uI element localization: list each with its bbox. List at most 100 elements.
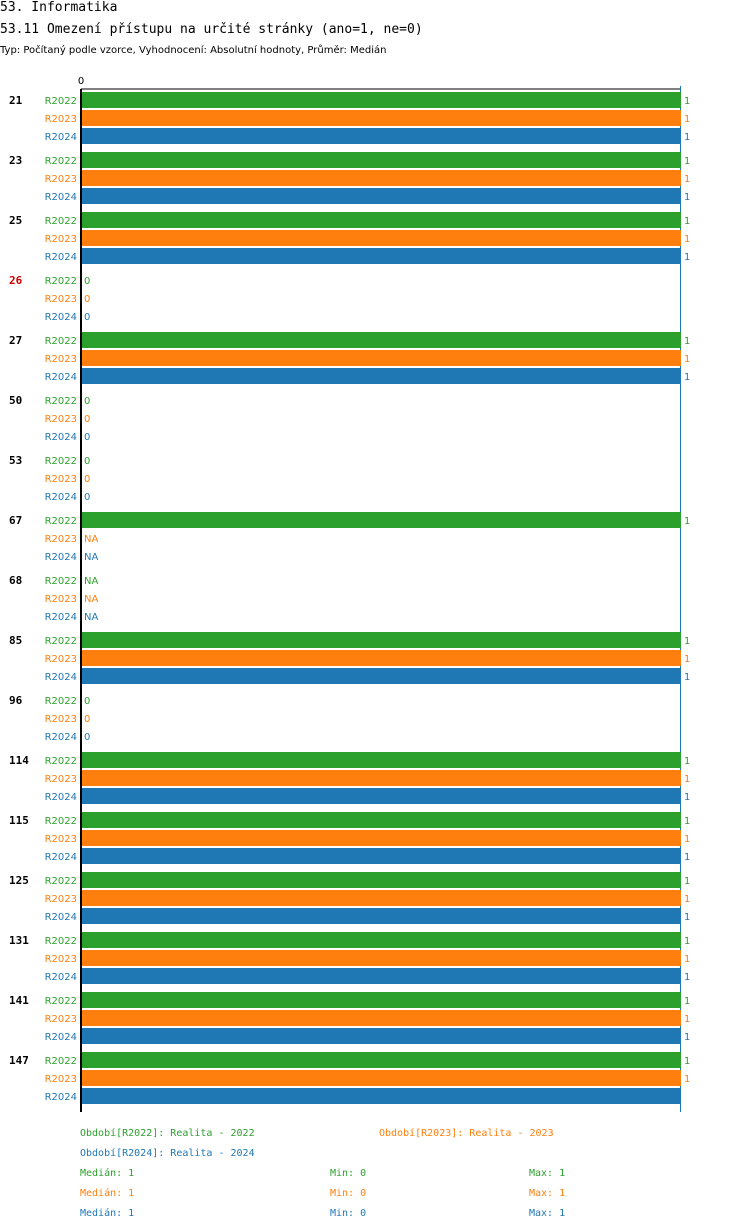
bar xyxy=(82,350,681,366)
category-label: 96 xyxy=(9,694,23,707)
series-label: R2023 xyxy=(45,174,77,185)
bar xyxy=(82,110,681,126)
bar xyxy=(82,992,681,1008)
series-label: R2024 xyxy=(45,492,77,503)
series-label: R2023 xyxy=(45,654,77,665)
value-label: 1 xyxy=(684,132,690,143)
bar xyxy=(82,1052,681,1068)
value-label: 1 xyxy=(684,912,690,923)
series-label: R2022 xyxy=(45,396,77,407)
bar xyxy=(82,1028,681,1044)
series-label: R2022 xyxy=(45,576,77,587)
category-label: 114 xyxy=(9,754,29,767)
question-subtitle: 53.11 Omezení přístupu na určité stránky… xyxy=(0,22,423,37)
value-label: 1 xyxy=(684,516,690,527)
series-label: R2022 xyxy=(45,876,77,887)
bar xyxy=(82,752,681,768)
series-label: R2024 xyxy=(45,552,77,563)
category-label: 115 xyxy=(9,814,29,827)
bar xyxy=(82,170,681,186)
category-label: 141 xyxy=(9,994,29,1007)
value-label: 1 xyxy=(684,156,690,167)
series-label: R2022 xyxy=(45,696,77,707)
category-label: 26 xyxy=(9,274,23,287)
series-label: R2024 xyxy=(45,1092,77,1103)
value-label: 1 xyxy=(684,852,690,863)
bar xyxy=(82,848,681,864)
category-label: 25 xyxy=(9,214,22,227)
category-label: 131 xyxy=(9,934,29,947)
series-label: R2023 xyxy=(45,414,77,425)
bar xyxy=(82,908,681,924)
series-label: R2024 xyxy=(45,672,77,683)
legend-period-2022: Období[R2022]: Realita - 2022 xyxy=(80,1128,255,1139)
value-label: 1 xyxy=(684,252,690,263)
series-label: R2022 xyxy=(45,216,77,227)
bar xyxy=(82,92,681,108)
category-label: 85 xyxy=(9,634,22,647)
value-label: 0 xyxy=(84,732,90,743)
series-label: R2024 xyxy=(45,612,77,623)
category-label: 27 xyxy=(9,334,22,347)
bar xyxy=(82,368,681,384)
bar xyxy=(82,950,681,966)
category-label: 53 xyxy=(9,454,22,467)
series-label: R2023 xyxy=(45,834,77,845)
series-label: R2022 xyxy=(45,756,77,767)
chart-meta: Typ: Počítaný podle vzorce, Vyhodnocení:… xyxy=(0,45,387,56)
series-label: R2024 xyxy=(45,972,77,983)
value-label: 1 xyxy=(684,1032,690,1043)
bar xyxy=(82,830,681,846)
series-label: R2022 xyxy=(45,516,77,527)
value-label: 1 xyxy=(684,756,690,767)
value-label: 0 xyxy=(84,414,90,425)
category-label: 67 xyxy=(9,514,22,527)
value-label: 1 xyxy=(684,372,690,383)
value-label: 1 xyxy=(684,234,690,245)
value-label: 1 xyxy=(684,96,690,107)
value-label: 1 xyxy=(684,1014,690,1025)
series-label: R2022 xyxy=(45,936,77,947)
value-label: NA xyxy=(84,552,98,563)
series-label: R2023 xyxy=(45,474,77,485)
series-label: R2024 xyxy=(45,792,77,803)
value-label: 1 xyxy=(684,114,690,125)
series-label: R2023 xyxy=(45,1014,77,1025)
series-label: R2023 xyxy=(45,534,77,545)
bar xyxy=(82,332,681,348)
value-label: 0 xyxy=(84,294,90,305)
stats-min-2023: Min: 0 xyxy=(330,1188,367,1199)
bar xyxy=(82,152,681,168)
stats-median-2023: Medián: 1 xyxy=(80,1188,135,1199)
axis-tick-label: 0 xyxy=(78,76,84,87)
series-label: R2023 xyxy=(45,894,77,905)
legend-period-2023: Období[R2023]: Realita - 2023 xyxy=(379,1128,554,1139)
series-label: R2022 xyxy=(45,276,77,287)
series-label: R2024 xyxy=(45,732,77,743)
value-label: 1 xyxy=(684,354,690,365)
value-label: 1 xyxy=(684,876,690,887)
series-label: R2022 xyxy=(45,996,77,1007)
bar xyxy=(82,932,681,948)
value-label: 1 xyxy=(684,336,690,347)
bar xyxy=(82,248,681,264)
bar xyxy=(82,632,681,648)
stats-max-2024: Max: 1 xyxy=(529,1208,566,1219)
value-label: 0 xyxy=(84,276,90,287)
value-label: 1 xyxy=(684,216,690,227)
value-label: 1 xyxy=(684,1056,690,1067)
bar xyxy=(82,872,681,888)
stats-min-2022: Min: 0 xyxy=(330,1168,367,1179)
series-label: R2022 xyxy=(45,816,77,827)
value-label: 1 xyxy=(684,816,690,827)
bar-chart: 0 21 R2022 1 R2023 1 R2024 1 23 R2022 1 R2023 1 R2024… xyxy=(9,76,690,1112)
category-label: 23 xyxy=(9,154,22,167)
stats-min-2024: Min: 0 xyxy=(330,1208,367,1219)
value-label: 1 xyxy=(684,972,690,983)
bar xyxy=(82,668,681,684)
value-label: 1 xyxy=(684,894,690,905)
value-label: NA xyxy=(84,612,98,623)
value-label: 0 xyxy=(84,396,90,407)
value-label: 1 xyxy=(684,174,690,185)
series-label: R2023 xyxy=(45,774,77,785)
